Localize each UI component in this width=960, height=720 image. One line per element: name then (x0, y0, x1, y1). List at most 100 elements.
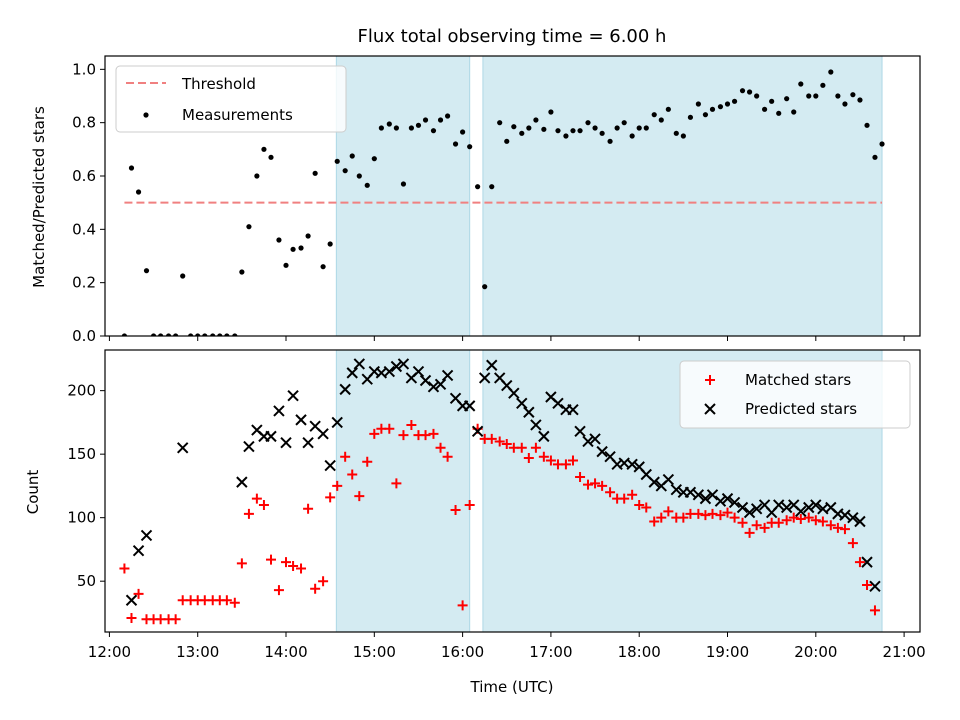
measurement-point-13 (217, 333, 223, 336)
bottom-plot-area (119, 358, 881, 625)
matched-star-point-33 (362, 456, 373, 467)
matched-star-point-78 (693, 508, 704, 519)
bottom-y-axis-label: Count (24, 470, 42, 515)
measurement-point-15 (232, 333, 238, 336)
measurement-point-35 (378, 125, 384, 131)
measurement-point-29 (334, 158, 340, 164)
matched-star-point-45 (450, 505, 461, 516)
measurement-point-16 (239, 269, 245, 275)
matched-star-point-28 (325, 492, 336, 503)
predicted-star-point-89 (861, 556, 873, 568)
predicted-star-point-67 (699, 492, 712, 505)
matched-star-point-25 (303, 503, 314, 514)
predicted-star-point-72 (736, 501, 749, 514)
matched-star-point-63 (582, 479, 593, 490)
measurement-point-20 (268, 154, 274, 160)
matched-star-point-65 (597, 480, 608, 491)
matched-star-point-80 (707, 508, 718, 519)
measurement-point-53 (511, 124, 517, 130)
matched-star-point-94 (810, 515, 821, 526)
predicted-star-point-28 (412, 365, 425, 378)
matched-star-point-76 (678, 512, 689, 523)
predicted-star-point-26 (397, 358, 410, 370)
measurement-point-0 (121, 333, 128, 336)
x-tick-label-9: 21:00 (882, 643, 925, 661)
matched-star-point-37 (391, 478, 402, 489)
top-y-tick-label-0: 0.0 (72, 327, 96, 345)
matched-star-point-42 (428, 428, 439, 439)
matched-star-point-70 (634, 499, 645, 510)
predicted-star-point-24 (383, 365, 396, 378)
measurement-point-86 (754, 93, 760, 99)
predicted-star-point-38 (486, 359, 498, 371)
matched-star-point-20 (266, 554, 277, 565)
top-y-tick-label-3: 0.6 (72, 167, 96, 185)
measurement-point-82 (724, 101, 731, 107)
measurement-point-101 (864, 122, 870, 128)
matched-star-point-50 (486, 433, 497, 444)
predicted-star-point-17 (331, 416, 343, 429)
top-panel: 0.0 0.2 0.4 0.6 0.8 1.0 Threshold Measurements (72, 55, 921, 345)
measurement-point-67 (614, 125, 620, 131)
matched-star-point-90 (781, 515, 792, 526)
measurement-point-31 (349, 153, 355, 159)
measurement-point-21 (276, 237, 282, 243)
measurement-point-84 (739, 88, 746, 94)
matched-star-point-81 (715, 510, 726, 521)
measurement-point-17 (246, 224, 252, 230)
matched-star-point-95 (817, 516, 828, 527)
predicted-star-point-31 (434, 378, 447, 391)
matched-star-point-72 (649, 516, 660, 527)
predicted-star-point-65 (684, 486, 697, 498)
measurement-point-47 (467, 144, 473, 150)
measurement-point-42 (430, 128, 437, 134)
measurement-point-6 (165, 333, 172, 336)
predicted-star-point-62 (662, 473, 675, 486)
legend-matched-swatch (705, 375, 715, 385)
measurement-point-30 (342, 168, 348, 174)
bottom-panel: 12:00 13:00 14:00 15:00 16:00 17:00 18:00 19:00… (67, 349, 926, 661)
matched-star-point-19 (258, 499, 269, 510)
predicted-star-point-30 (427, 381, 440, 393)
predicted-star-point-37 (478, 372, 491, 384)
matched-star-point-98 (839, 524, 850, 535)
measurement-point-61 (570, 128, 576, 134)
predicted-star-point-35 (463, 400, 476, 412)
matched-star-point-54 (516, 442, 527, 453)
measurement-point-34 (371, 156, 377, 162)
matched-star-point-18 (251, 493, 262, 504)
measurement-point-18 (254, 173, 260, 179)
predicted-star-point-70 (721, 492, 734, 505)
top-y-tick-label-4: 0.8 (72, 114, 96, 132)
predicted-star-point-25 (390, 360, 403, 373)
predicted-star-point-52 (589, 433, 601, 445)
predicted-star-point-51 (582, 435, 594, 448)
measurement-point-27 (320, 264, 326, 270)
matched-star-point-91 (788, 512, 799, 523)
matched-star-point-61 (567, 455, 578, 466)
matched-star-point-41 (420, 430, 431, 441)
matched-star-point-52 (501, 439, 512, 449)
bottom-y-tick-label-3: 200 (67, 382, 96, 400)
matched-star-point-7 (170, 614, 181, 625)
measurement-point-74 (665, 106, 671, 112)
measurement-point-4 (150, 333, 157, 336)
measurement-point-1 (128, 165, 135, 171)
x-tick-label-1: 13:00 (176, 643, 219, 661)
measurement-point-37 (393, 125, 399, 131)
measurement-point-59 (555, 128, 561, 134)
top-y-axis-label: Matched/Predicted stars (30, 106, 48, 288)
matched-star-point-73 (656, 512, 667, 523)
measurement-point-64 (592, 125, 598, 131)
predicted-star-point-77 (773, 499, 785, 511)
predicted-star-point-60 (648, 476, 660, 488)
measurement-point-3 (143, 268, 150, 274)
matched-star-point-34 (369, 428, 380, 439)
measurement-point-33 (364, 182, 370, 188)
matched-star-point-82 (722, 507, 733, 518)
matched-star-point-83 (729, 512, 740, 523)
predicted-star-point-53 (596, 445, 608, 458)
matched-star-point-2 (133, 588, 144, 599)
bottom-y-tick-label-2: 150 (67, 445, 96, 463)
